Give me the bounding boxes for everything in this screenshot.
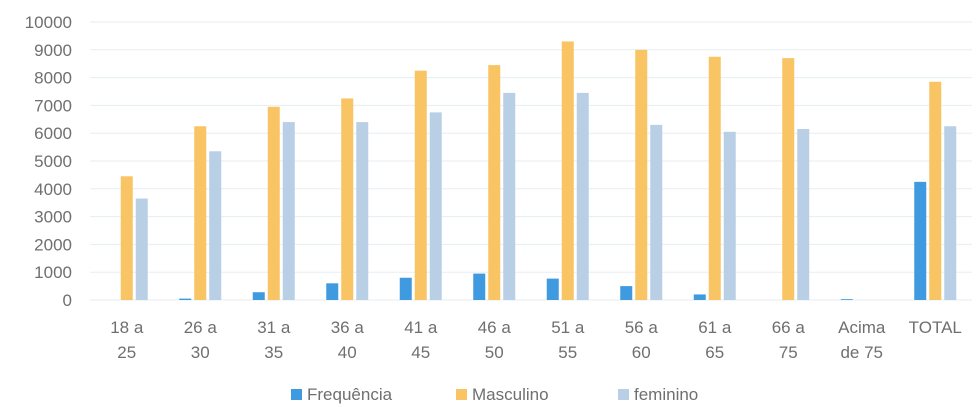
x-tick-label: 31 a [257,318,291,337]
y-tick-label: 6000 [34,124,72,143]
bar-masculino [267,106,280,300]
bar-frequ-ncia [252,292,265,300]
x-tick-label: TOTAL [909,318,962,337]
legend-label: Masculino [472,385,549,404]
bar-feminino [209,151,222,300]
x-tick-label: 65 [705,343,724,362]
bar-masculino [488,65,501,300]
bar-frequ-ncia [473,273,486,300]
y-tick-label: 9000 [34,41,72,60]
bar-frequ-ncia [620,286,633,300]
y-tick-label: 1000 [34,263,72,282]
bar-masculino [561,41,574,301]
y-tick-label: 5000 [34,152,72,171]
y-tick-label: 2000 [34,235,72,254]
x-tick-label: 50 [485,343,504,362]
bar-feminino [282,122,295,300]
x-tick-label: 75 [779,343,798,362]
x-tick-label: 36 a [331,318,365,337]
x-tick-label: 26 a [184,318,218,337]
x-tick-label: 46 a [478,318,512,337]
y-tick-label: 8000 [34,69,72,88]
x-tick-label: Acima [838,318,886,337]
x-axis-ticks: 18 a 25 26 a 30 31 a 35 36 a 40 41 a 45 46 a 50 51 a… [110,318,962,362]
bar-feminino [503,92,516,300]
x-tick-label: 56 a [625,318,659,337]
bar-feminino [944,126,957,300]
legend-label: feminino [634,385,698,404]
bar-frequ-ncia [179,298,192,300]
bar-masculino [120,176,133,300]
bar-masculino [414,70,427,301]
x-tick-label: 41 a [404,318,438,337]
bar-frequ-ncia [693,294,706,300]
bar-masculino [635,49,648,300]
x-tick-label: 45 [411,343,430,362]
bar-frequ-ncia [546,278,559,300]
bar-feminino [356,122,369,300]
bar-masculino [341,98,354,300]
bar-feminino [135,198,148,300]
bars [120,41,957,301]
legend-swatch [291,389,302,400]
x-tick-label: 51 a [551,318,585,337]
x-tick-label: 30 [191,343,210,362]
bar-feminino [429,112,442,300]
x-tick-label: 55 [558,343,577,362]
legend-swatch [456,389,467,400]
x-tick-label: 35 [264,343,283,362]
bar-feminino [650,124,663,300]
bar-frequ-ncia [840,299,853,300]
x-tick-label: 61 a [698,318,732,337]
x-tick-label: 18 a [110,318,144,337]
y-tick-label: 0 [63,291,72,310]
y-tick-label: 7000 [34,96,72,115]
y-tick-label: 3000 [34,208,72,227]
gridlines [90,21,972,301]
legend-swatch [618,389,629,400]
bar-frequ-ncia [914,181,927,300]
legend: Frequência Masculino feminino [291,385,698,404]
bar-feminino [797,129,810,300]
y-tick-label: 4000 [34,180,72,199]
x-tick-label: 40 [338,343,357,362]
bar-masculino [782,58,795,300]
x-tick-label: 25 [117,343,136,362]
x-tick-label: 66 a [772,318,806,337]
bar-feminino [723,131,736,300]
y-tick-label: 10000 [25,13,72,32]
y-axis-ticks: 1000090008000700060005000400030002000100… [25,13,72,310]
x-tick-label: de 75 [840,343,883,362]
bar-frequ-ncia [399,277,412,300]
bar-masculino [194,126,207,300]
x-tick-label: 60 [632,343,651,362]
legend-label: Frequência [307,385,393,404]
bar-masculino [929,81,942,301]
bar-masculino [708,56,721,300]
bar-feminino [576,92,589,300]
bar-frequ-ncia [326,283,339,300]
